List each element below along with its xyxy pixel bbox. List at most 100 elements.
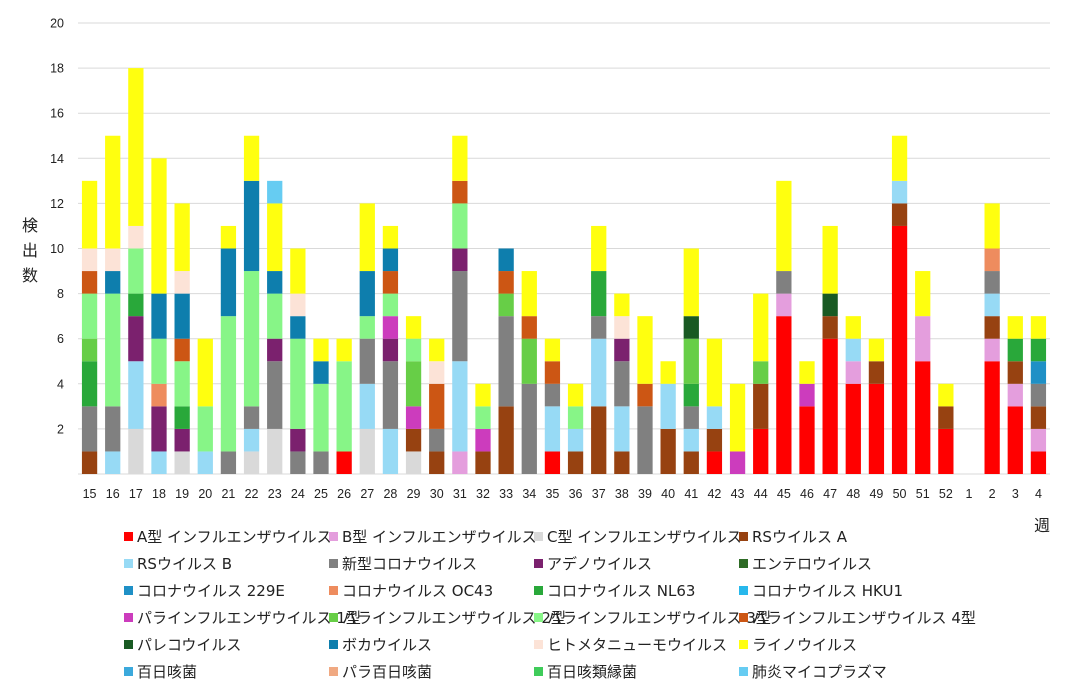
legend-item: RSウイルス A [739,524,939,548]
bar-week-31 [452,135,468,474]
x-tick-label: 35 [545,487,559,501]
bar-segment [845,383,861,474]
legend-label: パラインフルエンザウイルス 3型 [547,608,771,627]
legend-item: 肺炎マイコプラズマ [739,659,939,683]
bar-week-19 [174,203,190,474]
bar-week-42 [706,338,723,474]
bar-segment [475,383,491,407]
bar-segment [220,316,237,452]
legend-swatch [739,639,748,649]
bar-segment [753,383,769,429]
bar-segment [845,361,861,384]
legend-label: RSウイルス B [137,554,233,573]
x-tick-label: 40 [661,487,675,501]
y-tick-label: 2 [57,422,64,436]
bar-week-37 [591,225,607,474]
legend-item: C型 インフルエンザウイルス [534,524,742,548]
legend-item: B型 インフルエンザウイルス [329,524,537,548]
y-axis-label: 検出数 [22,216,39,285]
x-tick-label: 27 [360,487,374,501]
bar-week-41 [683,248,699,474]
bar-segment [822,316,838,339]
legend-label: コロナウイルス 229E [137,581,285,600]
bar-segment [521,271,537,317]
bar-segment [452,203,468,249]
bar-segment [452,271,468,362]
bar-segment [891,135,908,181]
bar-segment [290,316,306,339]
bar-segment [498,293,514,317]
bar-week-22 [243,135,260,474]
bar-segment [498,271,514,294]
bar-segment [174,271,190,294]
gridlines [78,22,1050,475]
bar-week-46 [799,361,815,474]
bar-segment [1030,406,1047,429]
bar-segment [614,451,630,474]
legend-label: コロナウイルス OC43 [342,581,494,600]
bar-week-25 [313,338,329,474]
bar-segment [290,248,306,294]
bar-segment [475,428,491,452]
bar-segment [267,293,283,339]
bar-segment [174,293,190,339]
x-tick-label: 30 [430,487,444,501]
y-axis-ticks: 2 4 6 8 10 12 14 16 18 20 [50,17,64,437]
legend-swatch [534,531,543,541]
bar-segment [544,451,561,474]
bar-segment [683,248,699,317]
legend-item: ライノウイルス [739,632,939,656]
x-tick-label: 49 [869,487,883,501]
x-tick-label: 18 [152,487,166,501]
bar-segment [591,271,607,317]
legend-item: コロナウイルス 229E [124,578,329,602]
legend-swatch [329,558,338,568]
legend-label: ライノウイルス [752,635,858,654]
bar-segment [938,428,954,474]
bar-week-21 [220,225,237,474]
legend-label: パラインフルエンザウイルス 4型 [752,608,976,627]
bar-segment [243,271,260,407]
bar-week-50 [891,135,908,474]
x-tick-label: 46 [800,487,814,501]
x-tick-label: 36 [569,487,583,501]
bar-segment [105,293,121,407]
bar-segment [614,316,630,339]
bar-segment [753,293,769,362]
legend-item: アデノウイルス [534,551,739,575]
x-tick-label: 38 [615,487,629,501]
legend-label: 新型コロナウイルス [342,554,478,573]
bar-segment [706,338,723,407]
x-tick-label: 34 [522,487,536,501]
bar-segment [382,361,399,429]
x-tick-label: 1 [966,487,973,501]
bar-segment [359,338,375,384]
y-tick-label: 20 [50,17,64,31]
bar-segment [267,203,283,272]
bar-segment [660,383,676,429]
x-tick-label: 16 [106,487,120,501]
legend-swatch [329,612,338,622]
bar-segment [475,406,491,429]
x-tick-label: 28 [383,487,397,501]
legend-item: パラインフルエンザウイルス 3型 [534,605,771,629]
bar-segment [267,428,283,474]
bar-segment [1030,316,1047,339]
legend-item: 百日咳菌 [124,659,329,683]
x-tick-label: 31 [453,487,467,501]
legend-label: 百日咳類縁菌 [547,662,638,681]
legend-label: ボカウイルス [342,635,433,654]
bar-segment [706,451,723,474]
bar-segment [429,361,445,384]
bar-segment [359,203,375,272]
bar-segment [845,338,861,362]
x-tick-label: 20 [198,487,212,501]
bar-segment [891,225,908,474]
bar-week-51 [915,271,931,474]
legend-item: 百日咳類縁菌 [534,659,739,683]
legend-swatch [534,666,543,676]
bar-week-43 [729,383,746,474]
legend: A型 インフルエンザウイルス B型 インフルエンザウイルス C型 インフルエンザウイ… [124,524,976,683]
y-tick-label: 8 [57,287,64,301]
bar-segment [799,406,815,474]
